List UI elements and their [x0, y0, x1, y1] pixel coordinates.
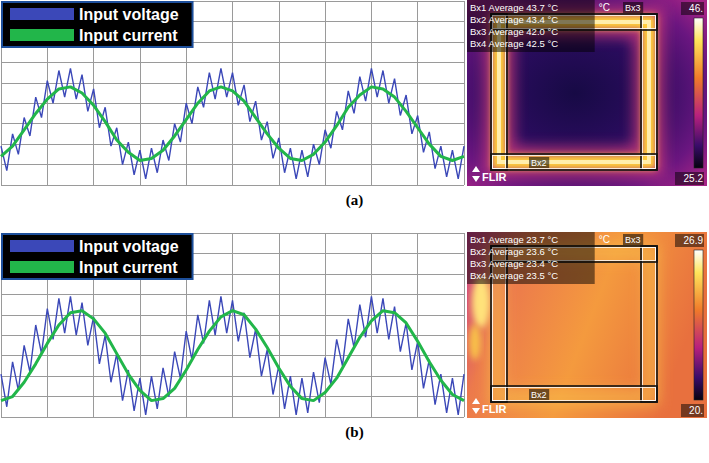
svg-text:Bx3 Average 42.0 °C: Bx3 Average 42.0 °C — [470, 26, 558, 37]
svg-text:FLIR: FLIR — [482, 171, 506, 183]
svg-text:Bx3: Bx3 — [625, 235, 641, 245]
svg-text:46.: 46. — [689, 3, 703, 14]
svg-text:Input current: Input current — [79, 27, 178, 44]
svg-text:°C: °C — [599, 234, 610, 245]
svg-text:Bx2: Bx2 — [531, 390, 547, 400]
svg-text:Input current: Input current — [79, 259, 178, 276]
svg-text:Bx2: Bx2 — [531, 158, 547, 168]
svg-text:°C: °C — [599, 2, 610, 13]
svg-text:Bx3: Bx3 — [625, 3, 641, 13]
svg-text:Bx1 Average 23.7 °C: Bx1 Average 23.7 °C — [470, 234, 558, 245]
svg-text:Bx1 Average 43.7 °C: Bx1 Average 43.7 °C — [470, 2, 558, 13]
svg-text:Input voltage: Input voltage — [79, 6, 179, 23]
svg-text:Bx4 Average 23.5 °C: Bx4 Average 23.5 °C — [470, 270, 558, 281]
html-text:(b): (b) — [345, 424, 364, 440]
svg-text:Bx4 Average 42.5 °C: Bx4 Average 42.5 °C — [470, 38, 558, 49]
svg-text:25.2: 25.2 — [684, 173, 704, 184]
svg-text:Bx2 Average 43.4 °C: Bx2 Average 43.4 °C — [470, 14, 558, 25]
svg-text:Input voltage: Input voltage — [79, 238, 179, 255]
svg-text:Bx3 Average 23.4 °C: Bx3 Average 23.4 °C — [470, 258, 558, 269]
svg-text:Bx2 Average 23.6 °C: Bx2 Average 23.6 °C — [470, 246, 558, 257]
svg-text:26.9: 26.9 — [684, 235, 704, 246]
svg-text:20.: 20. — [689, 405, 703, 416]
html-text:(a): (a) — [345, 192, 364, 208]
svg-text:FLIR: FLIR — [482, 403, 506, 415]
